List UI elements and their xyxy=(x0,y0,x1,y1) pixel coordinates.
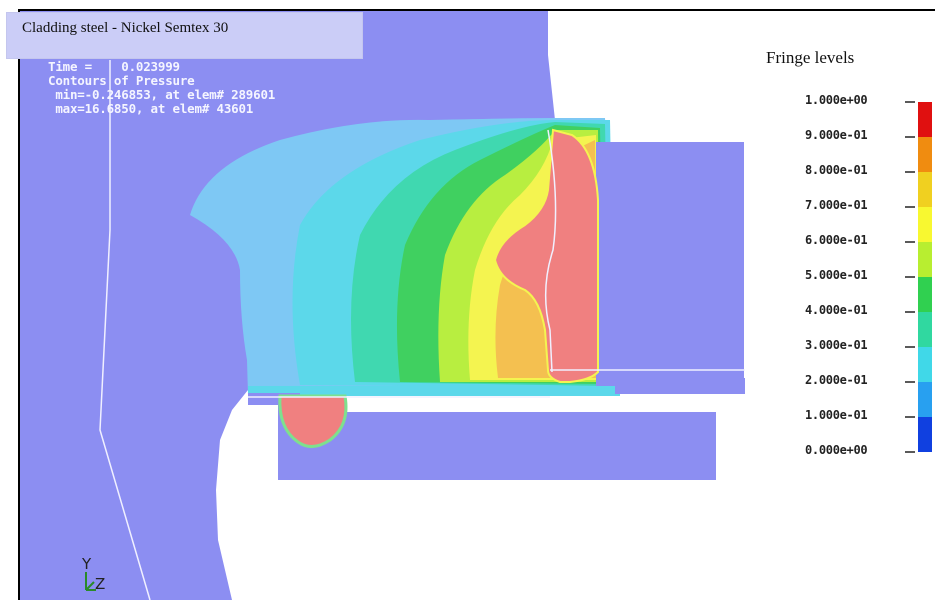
title-banner xyxy=(6,12,363,59)
bottom-strip xyxy=(248,386,620,396)
time-readout: Time = 0.023999 xyxy=(48,59,180,74)
fringe-color-bar xyxy=(905,101,932,453)
fringe-label: 8.000e-01 xyxy=(805,163,868,177)
axis-y-label: Y xyxy=(82,555,92,573)
max-readout: max=16.6850, at elem# 43601 xyxy=(48,101,254,116)
fringe-label: 3.000e-01 xyxy=(805,338,868,352)
interface-line-left xyxy=(99,60,151,601)
fringe-swatch xyxy=(918,172,932,207)
fringe-swatch xyxy=(918,277,932,312)
plot-title: Cladding steel - Nickel Semtex 30 xyxy=(22,20,229,36)
fringe-label: 9.000e-01 xyxy=(805,128,868,142)
fringe-swatch xyxy=(918,207,932,242)
fringe-swatch xyxy=(918,102,932,137)
axis-triad-icon xyxy=(85,572,96,591)
fringe-swatch xyxy=(918,242,932,277)
min-readout: min=-0.246853, at elem# 289601 xyxy=(48,87,276,102)
fringe-label: 7.000e-01 xyxy=(805,198,868,212)
interface-line-mid xyxy=(248,369,745,398)
fringe-label: 4.000e-01 xyxy=(805,303,868,317)
frame-left-border xyxy=(18,9,20,600)
fringe-label: 6.000e-01 xyxy=(805,233,868,247)
peak-region-right xyxy=(493,128,599,383)
fringe-levels-title: Fringe levels xyxy=(766,48,855,67)
fringe-swatch xyxy=(918,417,932,452)
fringe-label: 0.000e+00 xyxy=(805,443,868,457)
fringe-label: 1.000e-01 xyxy=(805,408,868,422)
fringe-swatch xyxy=(918,382,932,417)
fringe-swatch xyxy=(918,137,932,172)
lower-plate xyxy=(278,412,716,480)
right-block xyxy=(596,142,744,394)
plot-info-block: Time = 0.023999 Contours of Pressure min=… xyxy=(48,60,275,116)
frame-top-border xyxy=(18,9,935,11)
contour-type: Contours of Pressure xyxy=(48,73,195,88)
peak-region-jet xyxy=(278,394,348,448)
fringe-label: 5.000e-01 xyxy=(805,268,868,282)
bottom-strip-right xyxy=(615,378,745,394)
fringe-label: 2.000e-01 xyxy=(805,373,868,387)
fringe-label: 1.000e+00 xyxy=(805,93,868,107)
fringe-swatch xyxy=(918,312,932,347)
interface-line-peak xyxy=(544,129,557,373)
fringe-swatch xyxy=(918,347,932,382)
axis-z-label: Z xyxy=(95,575,106,593)
